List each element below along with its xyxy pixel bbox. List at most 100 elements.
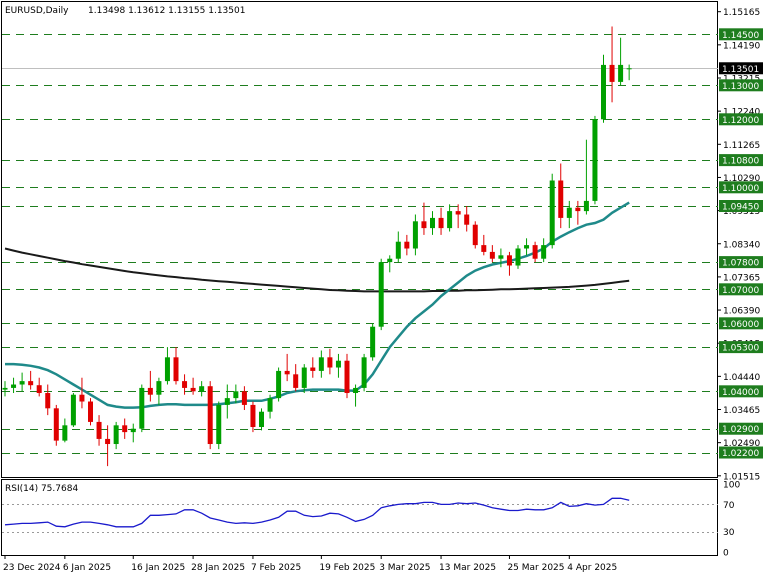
candle-body: [182, 381, 188, 388]
candle-body: [447, 211, 453, 229]
candle-body: [96, 421, 102, 439]
candle-body: [224, 398, 230, 405]
candle-body: [464, 214, 470, 225]
candle-body: [130, 428, 136, 433]
symbol-label: EURUSD,Daily: [5, 6, 69, 16]
level-price-label: 1.09450: [722, 203, 759, 213]
level-price-label: 1.04000: [722, 388, 759, 398]
candle-body: [361, 357, 367, 388]
main-panel-frame: [1, 1, 718, 478]
candle-body: [395, 241, 401, 259]
time-tick-label: 16 Jan 2025: [131, 563, 185, 573]
price-tick-label: 1.12240: [723, 108, 760, 118]
candle-body: [609, 64, 615, 82]
level-price-label: 1.06000: [722, 320, 759, 330]
candle-body: [438, 217, 444, 229]
ohlc-readout: 1.13498 1.13612 1.13155 1.13501: [88, 6, 245, 16]
chart-header: EURUSD,Daily 1.13498 1.13612 1.13155 1.1…: [5, 6, 245, 16]
rsi-panel: 100 70 30 0 RSI(14) 75.7684: [2, 481, 740, 559]
fast-moving-average-line: [5, 201, 630, 409]
time-tick-label: 23 Dec 2024: [3, 563, 61, 573]
price-tick-label: 1.02490: [723, 439, 760, 449]
price-tick-label: 1.10290: [723, 174, 760, 184]
level-price-label: 1.07000: [722, 286, 759, 296]
time-tick-label: 3 Mar 2025: [379, 563, 430, 573]
candle-body: [472, 224, 478, 246]
rsi-tick-label: 70: [723, 501, 735, 511]
candle-body: [164, 357, 170, 382]
candle-body: [284, 370, 290, 375]
candle-body: [19, 381, 25, 385]
level-price-badge: [719, 385, 763, 398]
level-price-label: 1.02200: [722, 449, 759, 459]
rsi-panel-frame: [1, 479, 718, 556]
level-price-label: 1.14500: [722, 31, 759, 41]
candle-body: [455, 211, 461, 215]
time-tick-label: 4 Apr 2025: [567, 563, 617, 573]
price-tick-label: 1.04440: [723, 373, 760, 383]
candle-body: [122, 425, 128, 433]
price-tick-label: 1.11265: [723, 141, 760, 151]
candle-body: [301, 367, 307, 388]
level-price-badge: [719, 283, 763, 296]
rsi-line: [4, 497, 630, 528]
candle-body: [293, 374, 299, 388]
candle-body: [216, 404, 222, 445]
level-price-label: 1.10800: [722, 157, 759, 167]
candle-body: [259, 411, 264, 428]
level-price-label: 1.12000: [722, 116, 759, 126]
candle-body: [353, 387, 359, 394]
candle-body: [489, 251, 495, 259]
level-price-badge: [719, 200, 763, 213]
candle-body: [532, 245, 538, 259]
candle-body: [88, 401, 93, 422]
candle-body: [592, 119, 598, 201]
candle-body: [233, 391, 239, 399]
price-tick-label: 1.08340: [723, 240, 760, 250]
candle-body: [241, 391, 247, 405]
candle-body: [335, 360, 341, 368]
level-price-badge: [719, 341, 763, 354]
price-tick-label: 1.03465: [723, 406, 760, 416]
level-price-badge: [719, 317, 763, 330]
price-tick-label: 1.06390: [723, 307, 760, 317]
time-tick-label: 7 Feb 2025: [251, 563, 301, 573]
rsi-tick-label: 30: [723, 528, 735, 538]
candle-body: [45, 393, 51, 409]
slow-moving-average-line: [4, 247, 630, 293]
candle-body: [199, 386, 205, 392]
current-price-label: 1.13501: [722, 65, 759, 75]
level-price-badge: [719, 79, 763, 92]
level-price-badge: [719, 154, 763, 167]
support-resistance-levels: [2, 34, 718, 454]
time-tick-label: 28 Jan 2025: [191, 563, 245, 573]
candle-body: [378, 262, 384, 327]
time-tick-label: 19 Feb 2025: [319, 563, 375, 573]
candle-body: [156, 381, 162, 395]
level-price-badge: [719, 113, 763, 126]
candle-body: [626, 68, 632, 70]
rsi-tick-label: 100: [723, 481, 740, 491]
candle-body: [113, 425, 119, 445]
candlesticks: [2, 26, 632, 467]
candle-body: [498, 255, 504, 259]
level-price-label: 1.07800: [722, 259, 759, 269]
candle-body: [575, 207, 581, 212]
candle-body: [506, 255, 512, 266]
candle-body: [28, 381, 34, 386]
candle-body: [147, 387, 153, 395]
candle-body: [601, 64, 606, 120]
candle-body: [387, 258, 393, 263]
price-tick-label: 1.15165: [723, 8, 760, 18]
candle-body: [190, 387, 196, 392]
candle-body: [310, 367, 316, 371]
level-price-badge: [719, 181, 763, 194]
rsi-tick-label: 0: [723, 549, 729, 559]
price-tick-label: 1.14190: [723, 41, 760, 51]
time-tick-label: 13 Mar 2025: [439, 563, 496, 573]
level-price-badge: [719, 256, 763, 269]
time-axis: 23 Dec 2024 6 Jan 2025 16 Jan 2025 28 Jan 2…: [3, 555, 617, 573]
candle-body: [79, 394, 85, 402]
level-price-badge: [719, 422, 763, 435]
